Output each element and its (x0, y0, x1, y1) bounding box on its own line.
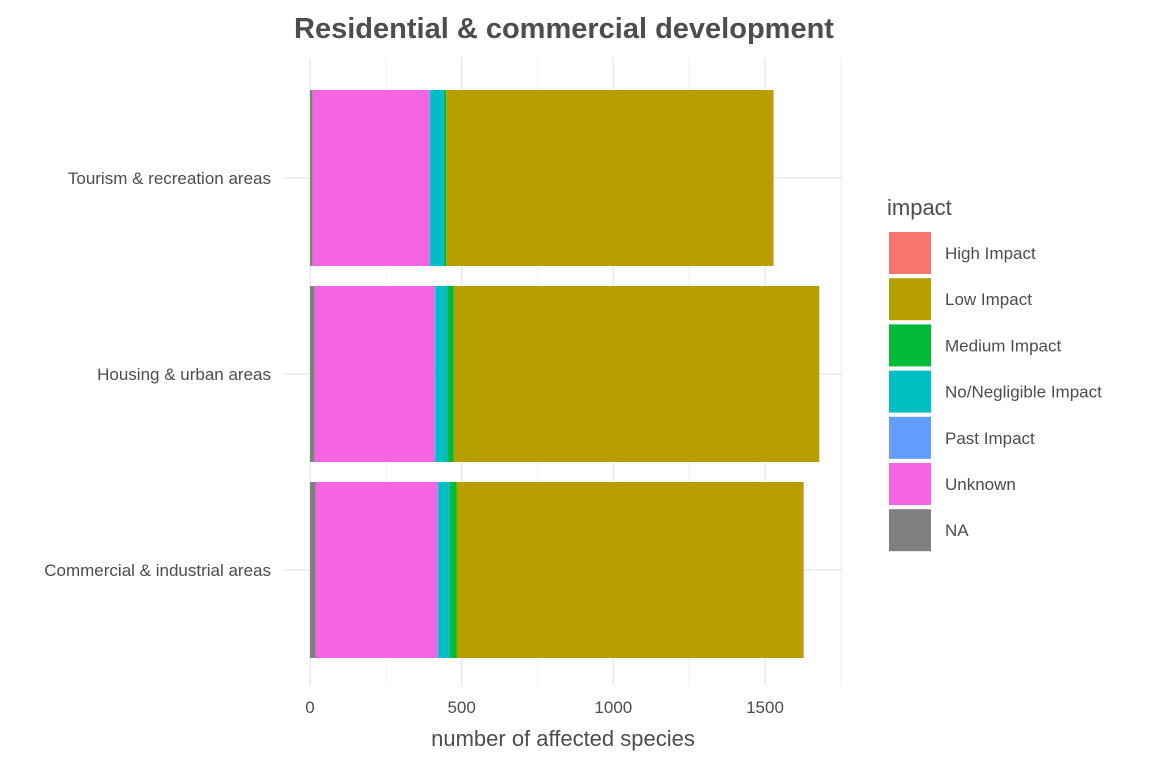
bar-segment (449, 482, 457, 658)
legend-swatch (889, 278, 931, 321)
legend-label: Low Impact (945, 290, 1032, 309)
legend-swatch (889, 509, 931, 552)
bar-segment (312, 90, 430, 266)
legend-label: Medium Impact (945, 336, 1061, 355)
bar-segment (310, 90, 313, 266)
bar-segment (446, 90, 774, 266)
legend-label: Unknown (945, 475, 1016, 494)
legend-label: No/Negligible Impact (945, 383, 1102, 402)
bars (310, 90, 820, 658)
bar-segment (434, 286, 436, 462)
bar-segment (310, 286, 315, 462)
legend-label: Past Impact (945, 429, 1035, 448)
y-tick-label: Housing & urban areas (97, 365, 271, 384)
bar-segment (314, 286, 435, 462)
chart-title: Residential & commercial development (294, 13, 834, 45)
bar-segment (310, 482, 316, 658)
legend: impact High Impact Low Impact Medium Impac… (887, 195, 1102, 552)
y-tick-label: Commercial & industrial areas (44, 561, 271, 580)
bar-segment (773, 90, 774, 266)
legend-label: NA (945, 521, 969, 540)
x-tick-label: 0 (305, 698, 314, 717)
bar-segment (453, 286, 820, 462)
bar-segment (447, 286, 454, 462)
bar-segment (456, 482, 804, 658)
bar-segment (430, 90, 444, 266)
bar-segment (429, 90, 431, 266)
legend-swatch (889, 370, 931, 413)
legend-swatch (889, 416, 931, 459)
bar-segment (443, 90, 447, 266)
legend-swatch (889, 324, 931, 367)
x-axis-tick-labels: 0 500 1000 1500 (305, 698, 784, 717)
x-axis-label: number of affected species (431, 726, 695, 751)
legend-swatch (889, 463, 931, 505)
bar-segment (315, 482, 438, 658)
bar-segment (438, 482, 450, 658)
legend-swatch (889, 232, 931, 274)
bar-segment (803, 482, 804, 658)
legend-label: High Impact (945, 244, 1036, 263)
x-tick-label: 1000 (594, 698, 632, 717)
bar-segment (437, 482, 439, 658)
legend-title: impact (887, 195, 952, 220)
y-axis-tick-labels: Commercial & industrial areas Housing & u… (44, 169, 271, 580)
y-tick-label: Tourism & recreation areas (68, 169, 271, 188)
x-tick-label: 1500 (746, 698, 784, 717)
x-tick-label: 500 (447, 698, 475, 717)
bar-segment (435, 286, 448, 462)
